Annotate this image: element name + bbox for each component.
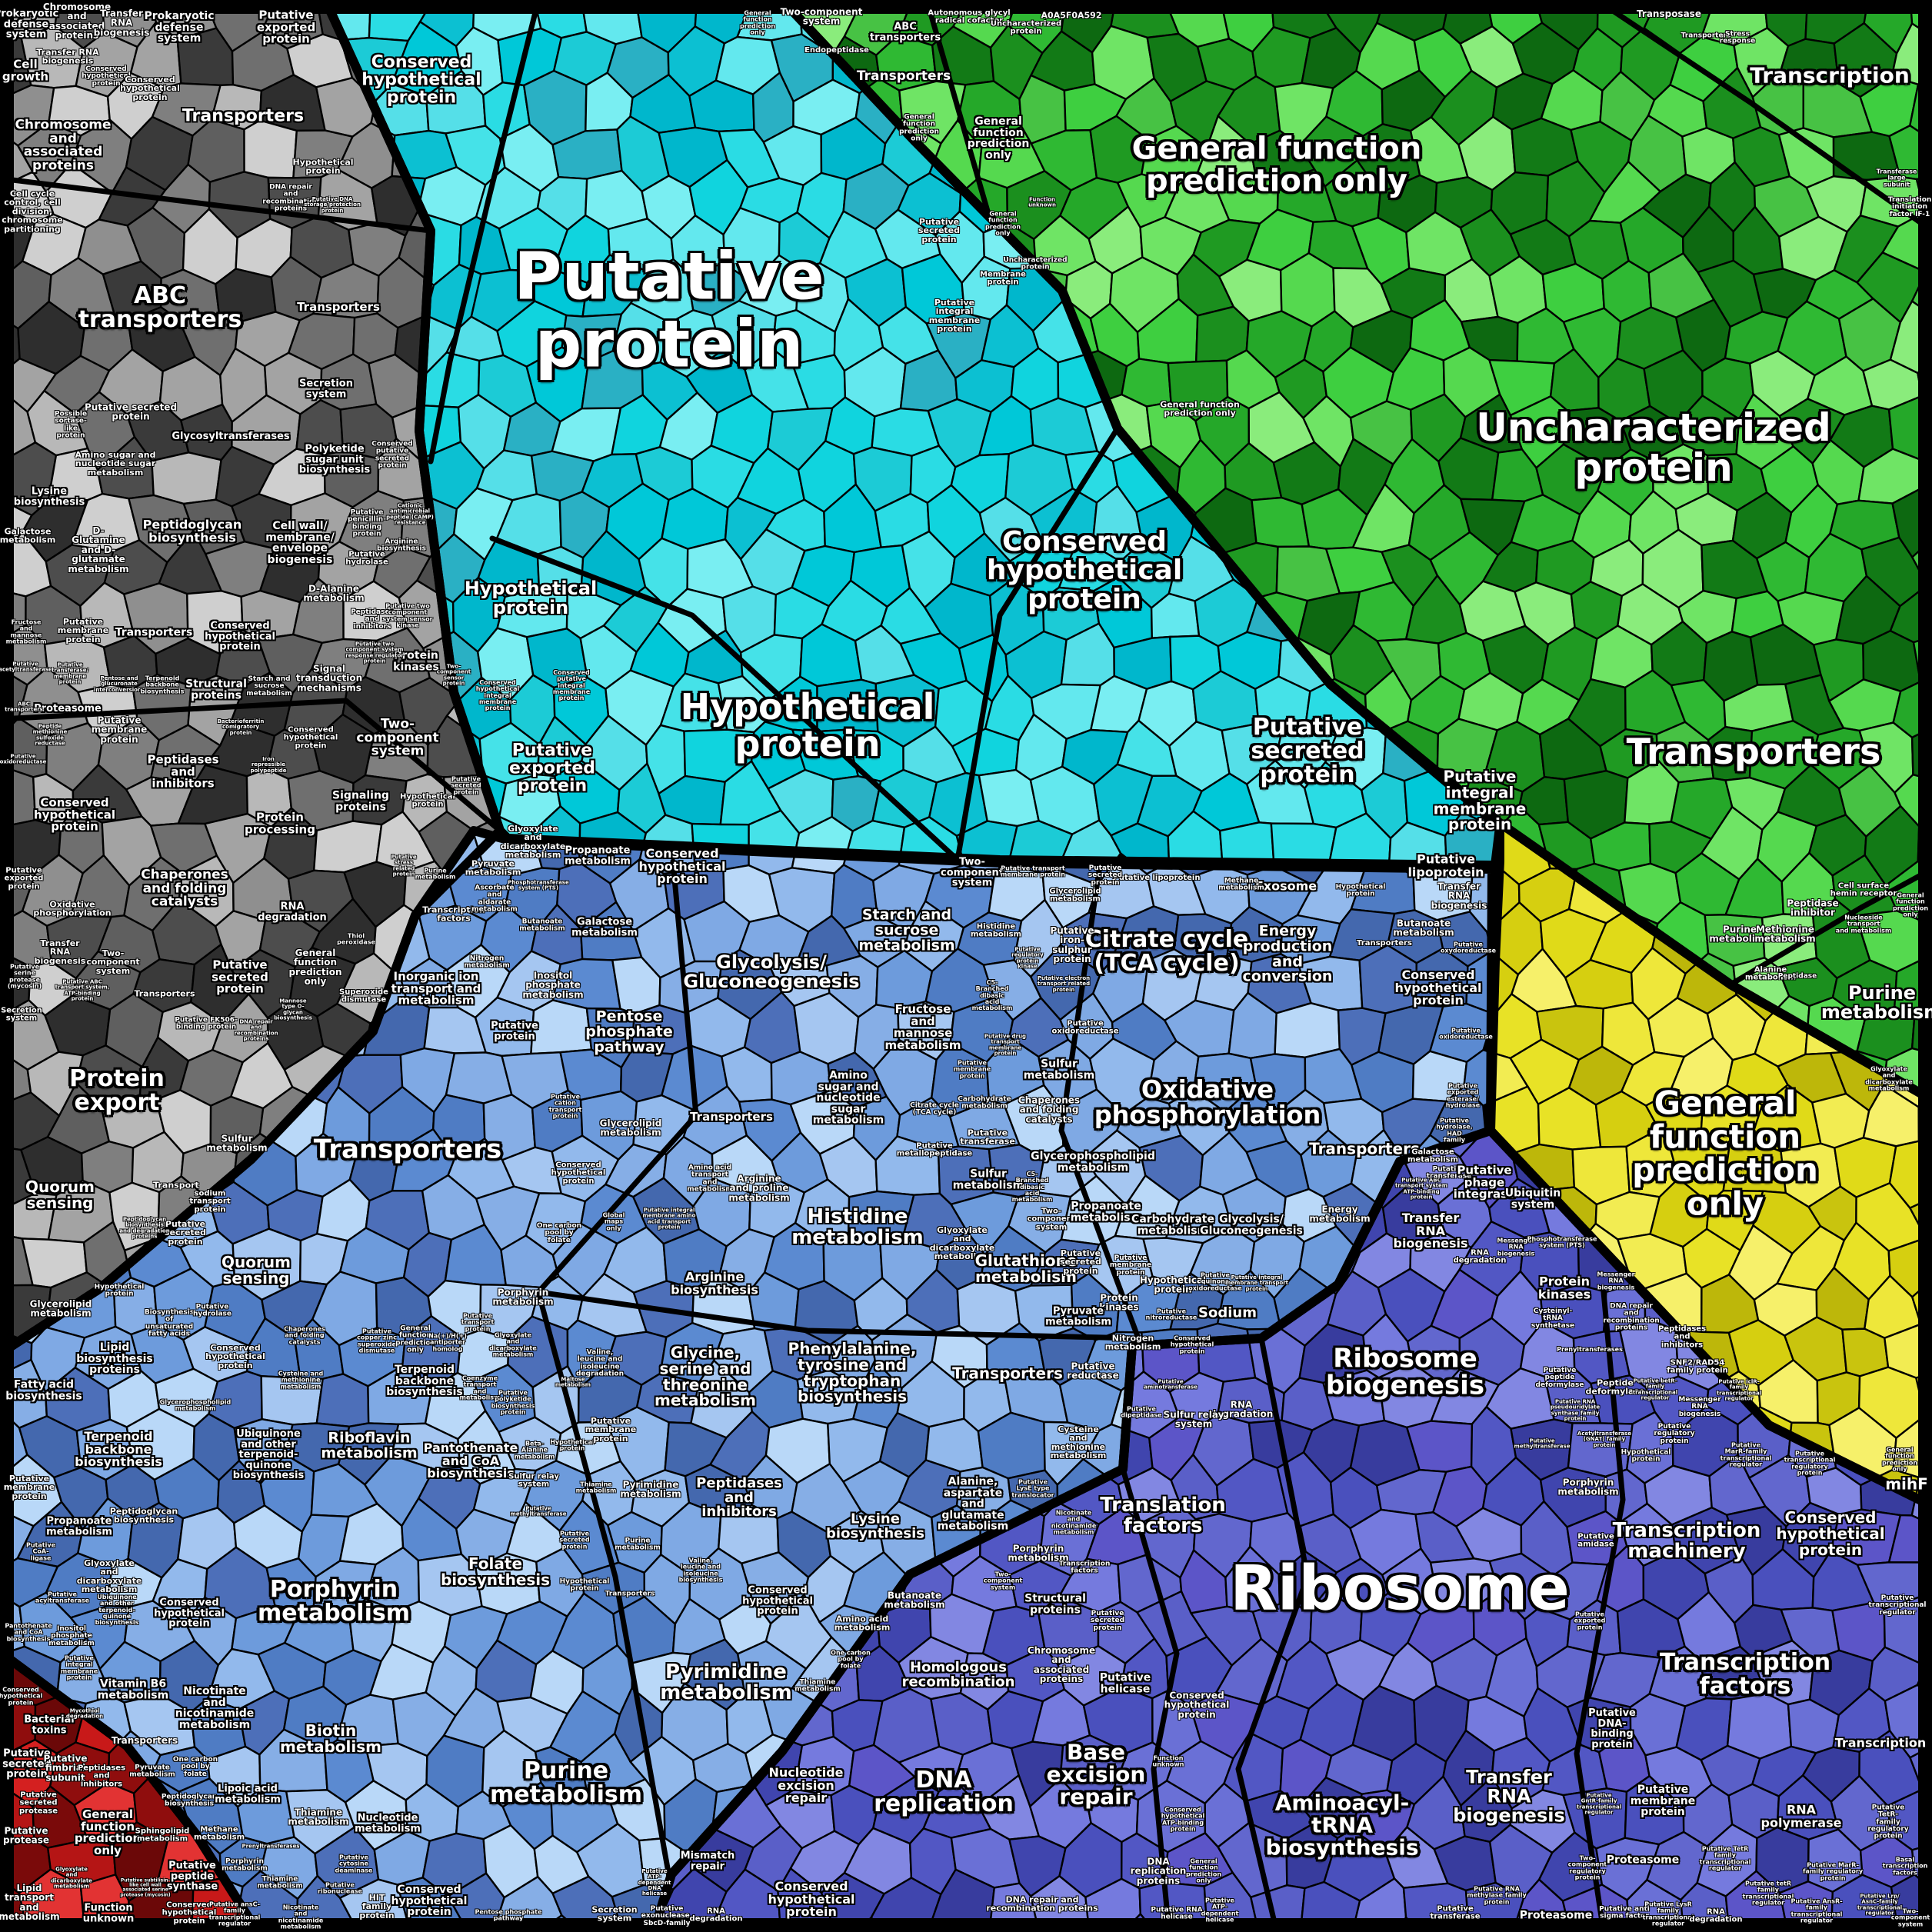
subregion-border bbox=[428, 0, 541, 465]
subregion-border bbox=[954, 425, 1121, 863]
subregion-border bbox=[0, 175, 434, 234]
treemap-cell[interactable] bbox=[315, 1373, 370, 1428]
treemap-cell[interactable] bbox=[794, 1735, 855, 1797]
treemap-cell[interactable] bbox=[1251, 496, 1311, 548]
subregion-border bbox=[0, 698, 500, 834]
treemap-cell[interactable] bbox=[1567, 1422, 1634, 1478]
treemap-cell[interactable] bbox=[816, 678, 879, 733]
treemap-cell[interactable] bbox=[151, 451, 222, 505]
treemap-cell[interactable] bbox=[530, 999, 593, 1055]
region-green-uncharacterized bbox=[782, 0, 1932, 1100]
treemap-cell[interactable] bbox=[1707, 725, 1754, 781]
treemap-cell[interactable] bbox=[1274, 1002, 1341, 1059]
treemap-cell[interactable] bbox=[630, 1004, 693, 1055]
treemap-cell[interactable] bbox=[260, 1374, 325, 1426]
treemap-cell[interactable] bbox=[112, 1276, 158, 1336]
subregion-border bbox=[489, 535, 961, 863]
treemap-cell[interactable] bbox=[243, 119, 298, 179]
treemap-cell[interactable] bbox=[445, 1051, 513, 1104]
treemap-cell[interactable] bbox=[551, 958, 621, 1010]
